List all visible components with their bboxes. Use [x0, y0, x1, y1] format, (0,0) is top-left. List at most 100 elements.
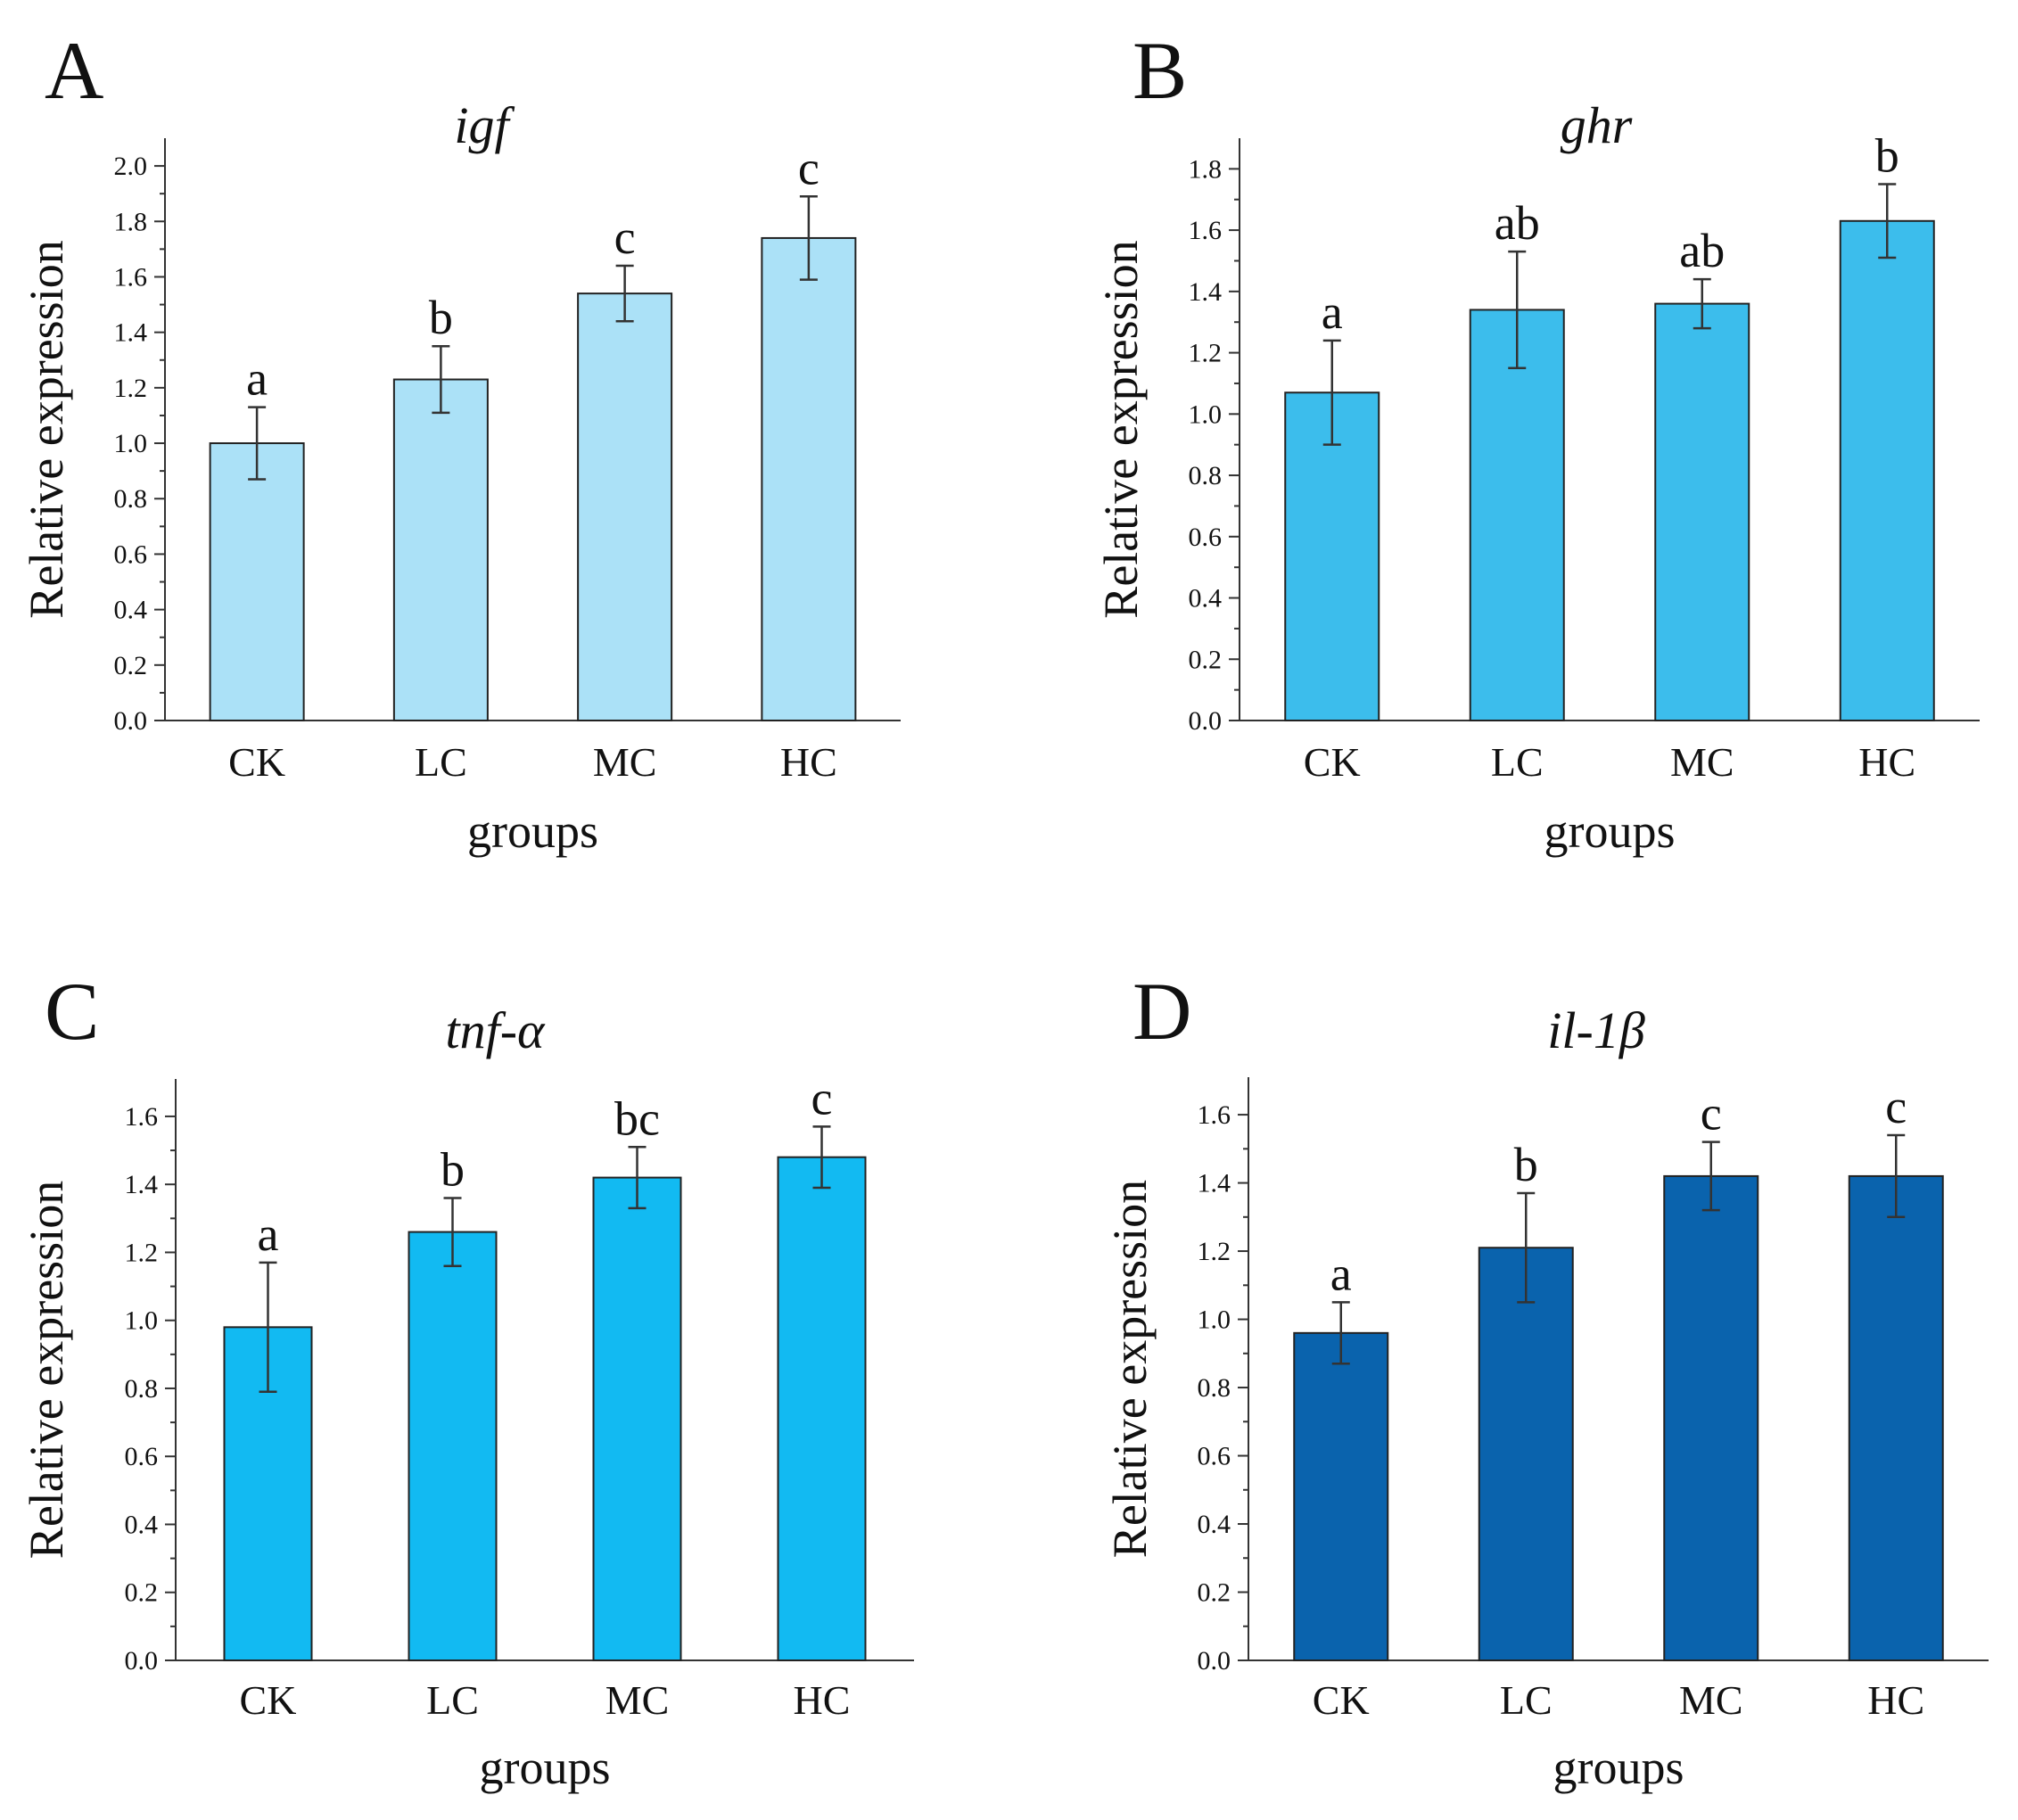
- y-tick-label: 1.8: [114, 207, 148, 236]
- y-tick-label: 1.0: [114, 429, 148, 458]
- y-tick-label: 0.0: [125, 1646, 159, 1676]
- y-tick-label: 1.2: [114, 374, 148, 403]
- x-tick-label: HC: [780, 739, 837, 785]
- y-tick-label: 0.4: [1198, 1510, 1231, 1539]
- bar-hc: [1839, 219, 1935, 721]
- significance-label: c: [1885, 1080, 1907, 1133]
- y-tick-label: 0.8: [1189, 461, 1223, 490]
- bar-lc: [1478, 1247, 1574, 1661]
- x-axis-title: groups: [1544, 804, 1676, 858]
- y-tick-label: 0.2: [125, 1578, 159, 1608]
- y-tick-label: 0.6: [1189, 523, 1223, 552]
- x-tick-label: MC: [1670, 739, 1734, 785]
- y-tick-label: 0.8: [1198, 1373, 1231, 1403]
- y-tick-label: 1.0: [1198, 1305, 1231, 1335]
- significance-label: c: [798, 141, 820, 194]
- y-tick-label: 0.2: [1198, 1578, 1231, 1608]
- panel-letter: C: [45, 966, 99, 1057]
- x-tick-label: CK: [1304, 739, 1361, 785]
- significance-label: ab: [1679, 224, 1725, 277]
- y-tick-label: 1.0: [125, 1306, 159, 1336]
- significance-label: bc: [614, 1091, 660, 1145]
- y-tick-label: 1.6: [1189, 216, 1223, 245]
- panel-letter: D: [1133, 966, 1191, 1057]
- significance-label: c: [811, 1071, 833, 1124]
- y-tick-label: 1.6: [1198, 1100, 1231, 1130]
- bar-hc: [1848, 1174, 1944, 1661]
- chart-title: il-1β: [1547, 1001, 1645, 1059]
- significance-label: b: [1514, 1138, 1538, 1191]
- panel-letter: A: [45, 25, 103, 116]
- chart-title: igf: [454, 96, 515, 154]
- bar-mc: [1654, 302, 1750, 721]
- x-tick-label: MC: [593, 739, 657, 785]
- x-tick-label: HC: [1867, 1677, 1924, 1723]
- y-tick-label: 1.2: [125, 1238, 159, 1267]
- x-tick-label: LC: [1491, 739, 1544, 785]
- significance-label: b: [441, 1142, 465, 1196]
- x-tick-label: CK: [1313, 1677, 1370, 1723]
- y-tick-label: 1.6: [114, 262, 148, 292]
- y-tick-label: 1.2: [1189, 339, 1223, 368]
- y-tick-label: 1.6: [125, 1102, 159, 1132]
- bar-lc: [1469, 309, 1565, 721]
- bar-mc: [592, 1176, 682, 1661]
- y-tick-label: 0.8: [125, 1374, 159, 1404]
- x-tick-label: MC: [1679, 1677, 1743, 1723]
- significance-label: a: [246, 352, 268, 406]
- x-axis-title: groups: [1553, 1741, 1684, 1794]
- y-tick-label: 0.0: [1198, 1646, 1231, 1676]
- y-tick-label: 0.4: [125, 1510, 159, 1539]
- bar-ck: [209, 442, 305, 721]
- y-tick-label: 0.4: [1189, 584, 1223, 614]
- y-tick-label: 0.0: [114, 706, 148, 736]
- y-axis-title: Relative expression: [20, 240, 73, 618]
- x-tick-label: HC: [794, 1677, 851, 1723]
- x-tick-label: CK: [240, 1677, 297, 1723]
- x-tick-label: MC: [605, 1677, 670, 1723]
- bar-ck: [223, 1326, 313, 1662]
- y-tick-label: 1.2: [1198, 1237, 1231, 1266]
- bar-ck: [1293, 1331, 1389, 1662]
- x-tick-label: LC: [1500, 1677, 1553, 1723]
- bar-mc: [577, 292, 673, 721]
- y-tick-label: 0.6: [114, 539, 148, 569]
- y-tick-label: 1.0: [1189, 399, 1223, 429]
- x-tick-label: CK: [228, 739, 285, 785]
- bar-ck: [1284, 391, 1380, 721]
- y-tick-label: 1.4: [1189, 277, 1223, 307]
- panel-letter: B: [1133, 25, 1187, 116]
- significance-label: c: [614, 210, 636, 264]
- chart-title: ghr: [1561, 96, 1633, 154]
- y-tick-label: 1.4: [1198, 1169, 1231, 1198]
- significance-label: c: [1701, 1087, 1722, 1141]
- significance-label: ab: [1495, 196, 1540, 250]
- y-tick-label: 0.2: [114, 651, 148, 680]
- bar-hc: [761, 236, 857, 721]
- y-axis-title: Relative expression: [20, 1181, 73, 1559]
- significance-label: b: [1875, 129, 1899, 183]
- y-tick-label: 1.4: [114, 318, 148, 348]
- y-tick-label: 0.4: [114, 596, 148, 625]
- y-tick-label: 0.6: [125, 1442, 159, 1471]
- y-tick-label: 1.8: [1189, 154, 1223, 184]
- y-axis-title: Relative expression: [1094, 240, 1148, 618]
- chart-title: tnf-α: [446, 1001, 547, 1059]
- y-tick-label: 2.0: [114, 152, 148, 181]
- y-tick-label: 0.8: [114, 484, 148, 514]
- significance-label: b: [429, 291, 453, 344]
- significance-label: a: [258, 1207, 279, 1261]
- y-tick-label: 0.0: [1189, 706, 1223, 736]
- significance-label: a: [1330, 1247, 1352, 1300]
- y-tick-label: 0.2: [1189, 645, 1223, 674]
- significance-label: a: [1322, 285, 1343, 339]
- x-tick-label: LC: [426, 1677, 479, 1723]
- bar-lc: [392, 378, 489, 721]
- bar-lc: [408, 1231, 498, 1662]
- bar-mc: [1663, 1174, 1759, 1661]
